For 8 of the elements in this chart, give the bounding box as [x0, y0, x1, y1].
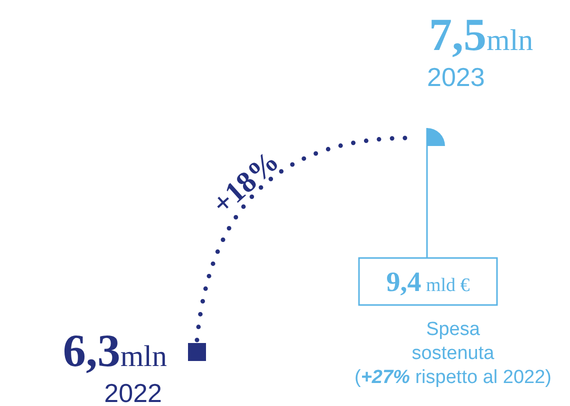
text: Spesa sostenuta (+27% rispetto al 2022) [354, 319, 552, 388]
data-label: 6,3 [62, 325, 120, 376]
text: 9,4 mld € [386, 267, 470, 298]
text: mln [120, 340, 167, 373]
data-label: 7,5 [429, 9, 486, 60]
category-label: 2022 [104, 378, 162, 406]
category-label: 2023 [427, 62, 485, 92]
text: mln [486, 24, 534, 57]
